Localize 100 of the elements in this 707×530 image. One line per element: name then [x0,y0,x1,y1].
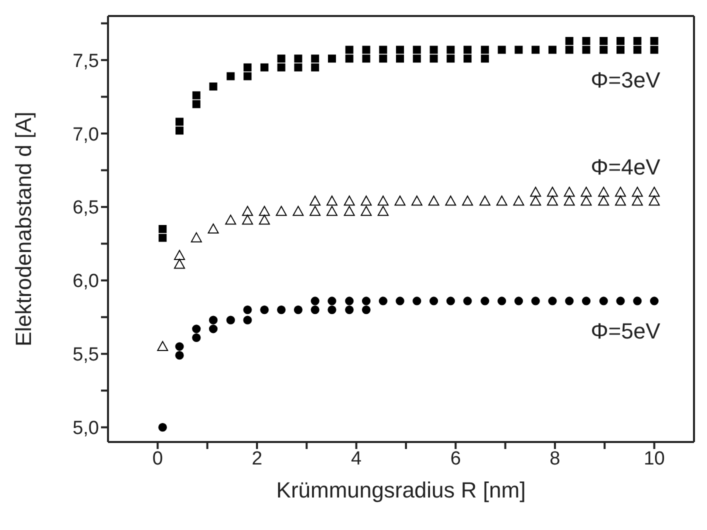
point [446,46,455,54]
point [310,296,320,306]
point [411,196,422,206]
point [650,46,658,54]
point [208,224,219,234]
y-tick-label: 6,0 [72,271,99,292]
point [598,186,610,197]
point [464,54,472,63]
point [258,214,270,225]
point [546,186,558,197]
point [277,305,286,314]
point [379,46,388,54]
point [514,296,523,306]
point [412,46,421,54]
point [565,36,574,45]
point [277,54,286,63]
point [294,63,302,72]
point [311,63,320,72]
point [633,36,642,45]
point [580,196,592,206]
point [157,341,168,352]
point [462,196,474,206]
point [428,196,440,206]
point [192,333,201,342]
series-label: Φ=4eV [590,154,661,180]
point [326,196,338,206]
point [532,46,540,54]
point [344,196,355,206]
point [599,296,608,306]
point [192,100,200,108]
point [582,296,591,306]
point [244,72,252,80]
point [362,46,370,54]
point [175,351,184,360]
point [513,196,524,206]
point [243,305,252,314]
point [530,186,542,197]
point [258,206,270,216]
point [530,196,542,206]
point [292,206,304,216]
point [378,296,388,306]
point [430,46,438,54]
point [633,296,642,306]
point [158,234,167,242]
point [294,54,302,63]
point [379,54,388,63]
point [360,206,372,216]
y-axis-title: Elektrodenabstand d [A] [10,112,36,346]
point [294,305,302,314]
point [326,206,338,216]
point [480,296,490,306]
point [632,196,643,206]
point [244,63,252,72]
point [378,196,389,206]
point [208,324,218,334]
point [564,186,575,197]
point [616,296,625,306]
point [345,296,354,306]
point [514,46,523,54]
point [396,46,404,54]
point [243,316,252,324]
y-tick-label: 5,5 [72,344,99,366]
point [226,316,235,324]
point [412,296,422,306]
point [396,54,404,63]
point [394,196,406,206]
point [600,36,608,45]
point [158,225,167,233]
y-tick-label: 7,0 [72,124,99,146]
point [498,296,506,306]
point [546,196,558,206]
point [310,305,320,314]
point [480,46,489,54]
x-tick-label: 8 [550,448,560,470]
point [580,186,592,197]
point [242,214,254,225]
point [328,305,336,314]
series-label: Φ=3eV [590,67,661,92]
point [632,186,643,197]
point [600,46,608,54]
point [446,296,455,306]
point [615,186,626,197]
point [496,196,508,206]
point [479,196,490,206]
point [328,54,336,63]
point [175,342,184,351]
point [480,54,489,63]
point [260,305,269,314]
point [192,324,201,334]
point [260,63,268,72]
point [242,206,254,216]
point [429,296,438,306]
point [176,126,184,135]
point [277,63,286,72]
point [445,196,456,206]
point [190,232,202,242]
point [311,54,320,63]
point [498,46,506,54]
point [430,54,438,63]
point [344,206,355,216]
